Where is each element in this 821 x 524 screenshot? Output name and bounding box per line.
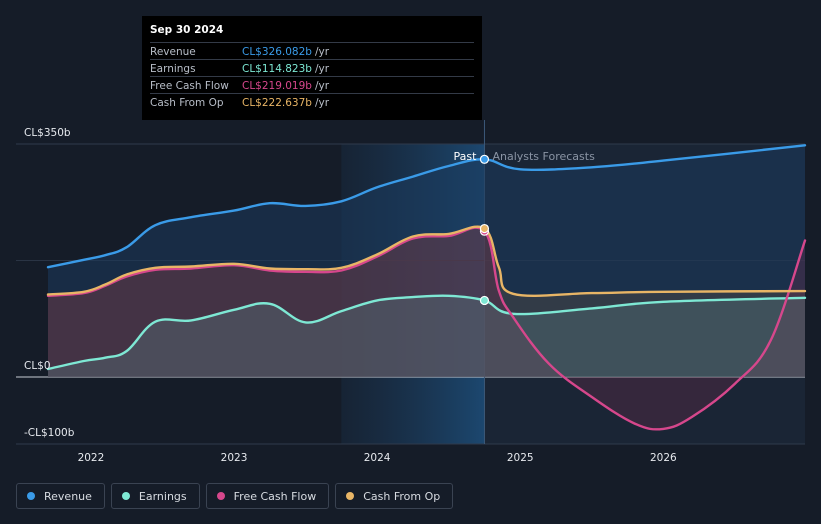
legend-label: Revenue [44, 489, 92, 503]
legend-dot-icon [121, 492, 130, 500]
label-layer: CL$350b CL$0 -CL$100b 2022 2023 2024 2025 2026 P… [24, 127, 677, 464]
area-revenue [48, 145, 805, 377]
legend-dot-icon [216, 492, 225, 500]
marker-earnings [479, 295, 490, 306]
tooltip-value: CL$219.019b/yr [242, 80, 330, 92]
marker-cash-from-op [479, 223, 490, 234]
tooltip-row-revenue: Revenue CL$326.082b/yr [150, 42, 474, 60]
x-tick-label: 2022 [78, 452, 105, 464]
tooltip-date: Sep 30 2024 [150, 24, 224, 36]
area-free-cash-flow [48, 227, 805, 430]
line-layer [46, 144, 807, 431]
tooltip-label: Revenue [150, 46, 196, 58]
x-tick-label: 2023 [221, 452, 248, 464]
series-line-cash-from-op [46, 225, 807, 297]
series-line-revenue [46, 144, 807, 269]
x-tick-label: 2025 [507, 452, 534, 464]
tooltip: Sep 30 2024 Revenue CL$326.082b/yr Earni… [142, 16, 482, 120]
tooltip-label: Free Cash Flow [150, 80, 229, 92]
tooltip-value: CL$114.823b/yr [242, 63, 330, 75]
legend-dot-icon [346, 492, 355, 500]
y-tick-label: CL$350b [24, 127, 71, 139]
legend-item-revenue[interactable]: Revenue [16, 483, 105, 509]
legend-item-earnings[interactable]: Earnings [110, 483, 200, 509]
legend-label: Free Cash Flow [233, 489, 317, 503]
series-line-free-cash-flow [46, 226, 807, 431]
tooltip-value: CL$326.082b/yr [242, 46, 330, 58]
series-line-earnings [46, 294, 807, 371]
tooltip-value: CL$222.637b/yr [242, 97, 330, 109]
legend-dot-icon [27, 492, 35, 500]
x-tick-label: 2024 [364, 452, 391, 464]
tooltip-row-cash-from-op: Cash From Op CL$222.637b/yr [150, 93, 474, 111]
forecast-label: Analysts Forecasts [492, 150, 595, 163]
past-label: Past [454, 150, 478, 163]
x-tick-label: 2026 [650, 452, 677, 464]
y-tick-label: -CL$100b [24, 427, 75, 439]
y-tick-label: CL$0 [24, 360, 51, 372]
tooltip-label: Cash From Op [150, 97, 224, 109]
legend-item-free-cash-flow[interactable]: Free Cash Flow [205, 483, 330, 509]
tooltip-row-earnings: Earnings CL$114.823b/yr [150, 59, 474, 77]
marker-revenue [479, 154, 490, 164]
legend-label: Cash From Op [363, 489, 441, 503]
legend-label: Earnings [138, 489, 187, 503]
area-earnings [48, 295, 805, 377]
legend: Revenue Earnings Free Cash Flow Cash Fro… [16, 483, 454, 511]
tooltip-row-free-cash-flow: Free Cash Flow CL$219.019b/yr [150, 76, 474, 94]
marker-layer [479, 154, 490, 306]
legend-item-cash-from-op[interactable]: Cash From Op [335, 483, 454, 509]
tooltip-label: Earnings [150, 63, 196, 75]
